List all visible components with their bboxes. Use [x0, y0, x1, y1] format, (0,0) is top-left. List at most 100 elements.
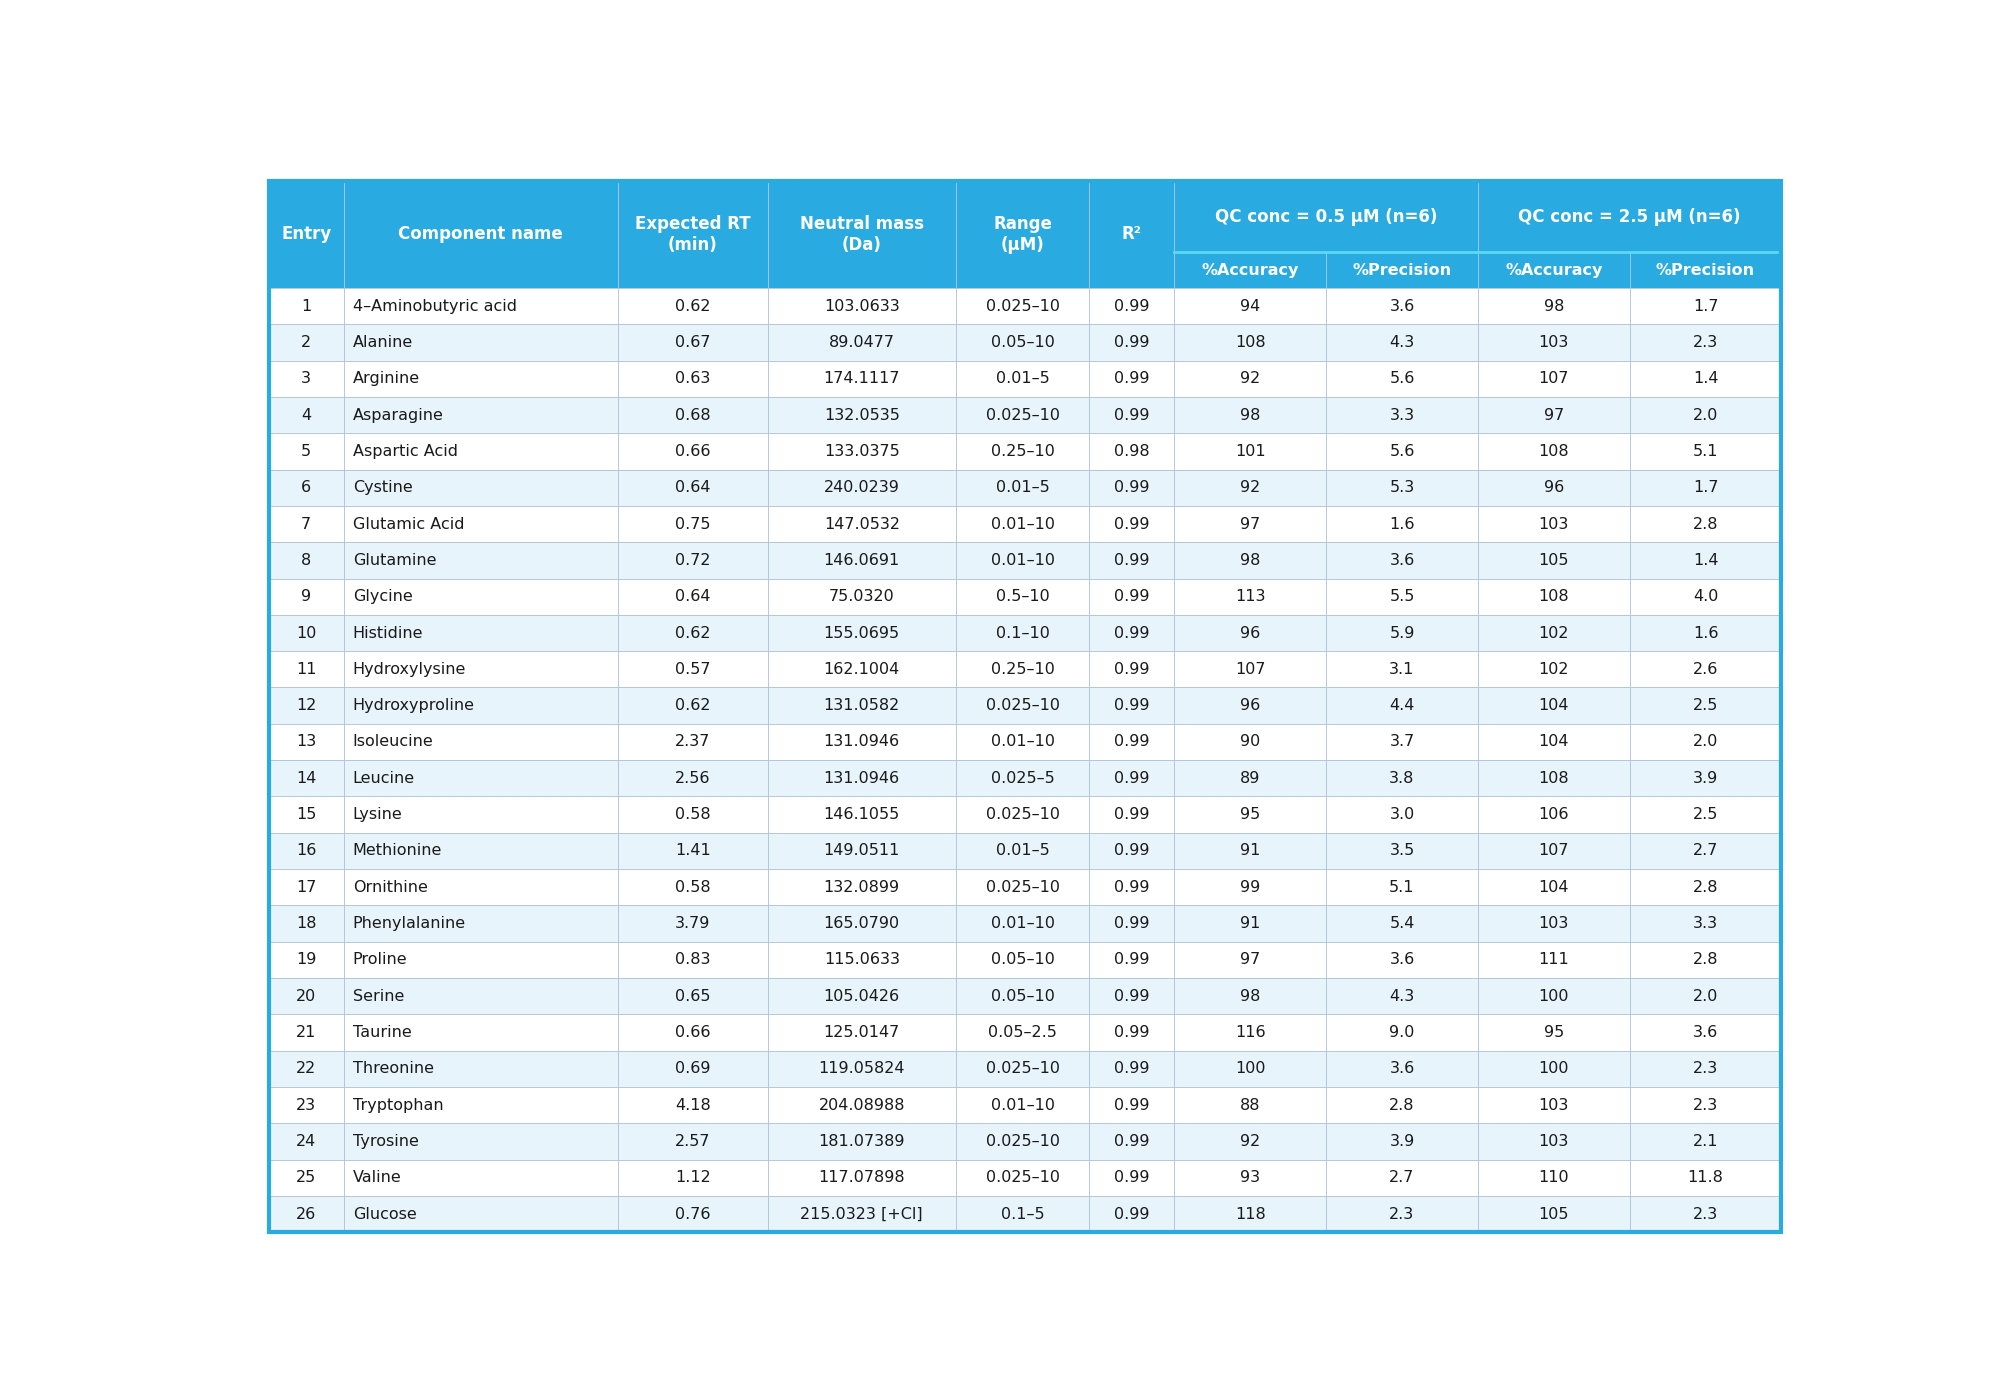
Bar — [618, 1160, 768, 1196]
Bar — [618, 942, 768, 978]
Text: 22: 22 — [296, 1062, 316, 1076]
Bar — [1090, 325, 1174, 361]
Text: 0.025–10: 0.025–10 — [986, 299, 1060, 313]
Bar — [268, 760, 344, 796]
Bar — [618, 869, 768, 905]
Text: 17: 17 — [296, 880, 316, 895]
Bar — [956, 180, 1090, 288]
Bar — [1630, 1087, 1782, 1123]
Text: 0.25–10: 0.25–10 — [990, 443, 1054, 459]
Bar — [1326, 723, 1478, 760]
Bar — [1174, 579, 1326, 616]
Text: 13: 13 — [296, 734, 316, 750]
Text: 0.01–10: 0.01–10 — [990, 553, 1054, 568]
Text: 2.56: 2.56 — [676, 771, 710, 786]
Bar — [1478, 942, 1630, 978]
Text: 0.99: 0.99 — [1114, 1170, 1150, 1185]
Bar — [1090, 1196, 1174, 1233]
Text: 113: 113 — [1234, 589, 1266, 604]
Bar — [1630, 434, 1782, 470]
Bar — [1174, 543, 1326, 579]
Text: %Precision: %Precision — [1352, 263, 1452, 277]
Text: 89: 89 — [1240, 771, 1260, 786]
Bar — [1478, 723, 1630, 760]
Text: 4: 4 — [302, 407, 312, 422]
Bar — [1174, 434, 1326, 470]
Bar — [1630, 1196, 1782, 1233]
Text: 24: 24 — [296, 1135, 316, 1149]
Bar — [1630, 651, 1782, 687]
Text: 119.05824: 119.05824 — [818, 1062, 906, 1076]
Text: 103: 103 — [1538, 1098, 1568, 1112]
Bar — [956, 616, 1090, 651]
Bar — [956, 978, 1090, 1014]
Text: 2.3: 2.3 — [1692, 1206, 1718, 1221]
Text: 0.01–5: 0.01–5 — [996, 371, 1050, 386]
Text: 4–Aminobutyric acid: 4–Aminobutyric acid — [352, 299, 516, 313]
Text: 0.025–10: 0.025–10 — [986, 407, 1060, 422]
Bar — [1174, 869, 1326, 905]
Bar — [344, 288, 618, 325]
Bar — [956, 506, 1090, 543]
Text: 96: 96 — [1240, 698, 1260, 713]
Text: 5.1: 5.1 — [1692, 443, 1718, 459]
Text: 0.99: 0.99 — [1114, 1206, 1150, 1221]
Text: 0.025–5: 0.025–5 — [990, 771, 1054, 786]
Text: Tryptophan: Tryptophan — [352, 1098, 444, 1112]
Text: 2.7: 2.7 — [1692, 844, 1718, 859]
Text: 107: 107 — [1538, 844, 1568, 859]
Bar — [1326, 651, 1478, 687]
Bar — [1090, 869, 1174, 905]
Bar — [956, 796, 1090, 832]
Text: 115.0633: 115.0633 — [824, 953, 900, 967]
Text: Glutamine: Glutamine — [352, 553, 436, 568]
Bar — [268, 723, 344, 760]
Text: %Accuracy: %Accuracy — [1202, 263, 1298, 277]
Bar — [768, 1123, 956, 1160]
Bar — [1630, 978, 1782, 1014]
Text: 0.99: 0.99 — [1114, 1062, 1150, 1076]
Bar — [1174, 905, 1326, 942]
Bar — [618, 760, 768, 796]
Text: 75.0320: 75.0320 — [828, 589, 894, 604]
Bar — [956, 1014, 1090, 1051]
Bar — [1174, 397, 1326, 434]
Text: 104: 104 — [1538, 880, 1568, 895]
Bar — [1630, 470, 1782, 506]
Bar — [1478, 796, 1630, 832]
Bar — [344, 579, 618, 616]
Text: 10: 10 — [296, 625, 316, 641]
Text: 0.01–10: 0.01–10 — [990, 734, 1054, 750]
Bar — [344, 180, 618, 288]
Text: Valine: Valine — [352, 1170, 402, 1185]
Text: 103.0633: 103.0633 — [824, 299, 900, 313]
Text: QC conc = 2.5 μM (n=6): QC conc = 2.5 μM (n=6) — [1518, 207, 1740, 225]
Bar — [1174, 361, 1326, 397]
Text: 0.83: 0.83 — [676, 953, 710, 967]
Text: 0.68: 0.68 — [676, 407, 710, 422]
Text: 2.0: 2.0 — [1692, 407, 1718, 422]
Bar — [1478, 1196, 1630, 1233]
Bar — [1326, 869, 1478, 905]
Bar — [1326, 543, 1478, 579]
Bar — [1478, 579, 1630, 616]
Text: 0.99: 0.99 — [1114, 334, 1150, 350]
Text: 95: 95 — [1544, 1025, 1564, 1039]
Bar — [1630, 1123, 1782, 1160]
Bar — [1174, 760, 1326, 796]
Text: Glycine: Glycine — [352, 589, 412, 604]
Text: 0.67: 0.67 — [676, 334, 710, 350]
Text: Alanine: Alanine — [352, 334, 412, 350]
Text: 3.1: 3.1 — [1390, 662, 1414, 677]
Bar — [344, 434, 618, 470]
Bar — [1090, 1087, 1174, 1123]
Bar — [268, 869, 344, 905]
Bar — [956, 869, 1090, 905]
Bar — [1174, 252, 1326, 288]
Text: 0.99: 0.99 — [1114, 553, 1150, 568]
Bar — [344, 942, 618, 978]
Text: 2.3: 2.3 — [1390, 1206, 1414, 1221]
Text: Leucine: Leucine — [352, 771, 414, 786]
Text: 5.6: 5.6 — [1390, 371, 1414, 386]
Text: 101: 101 — [1234, 443, 1266, 459]
